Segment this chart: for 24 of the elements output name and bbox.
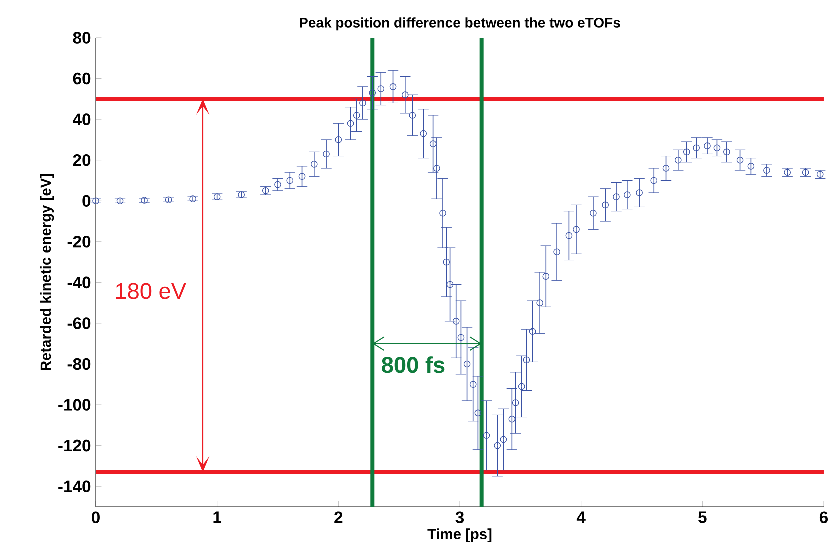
x-axis-title: Time [ps] (428, 528, 492, 542)
y-tick-label: 40 (73, 114, 91, 126)
y-tick-label: 20 (73, 154, 91, 166)
y-tick-label: -20 (68, 236, 91, 248)
x-tick-label: 6 (820, 512, 828, 524)
y-tick-label: -100 (58, 399, 91, 411)
annotation: 180 eV (116, 283, 186, 300)
x-tick-label: 1 (214, 512, 222, 524)
x-tick-label: 0 (92, 512, 100, 524)
y-tick-label: -80 (68, 358, 91, 370)
y-axis-title: Retarded kinetic energy [eV] (40, 174, 54, 371)
y-tick-label: -60 (68, 318, 91, 330)
y-tick-label: -140 (58, 480, 91, 492)
y-tick-label: -40 (68, 276, 91, 289)
y-tick-label: -120 (58, 440, 91, 452)
chart-title: Peak position difference between the two eTOFs (300, 18, 620, 31)
y-tick-label: 60 (73, 72, 91, 85)
x-tick-label: 4 (576, 512, 586, 524)
x-tick-label: 2 (334, 512, 343, 524)
x-tick-label: 5 (698, 512, 707, 524)
x-tick-label: 3 (456, 512, 464, 524)
y-tick-label: 80 (73, 32, 91, 44)
annotation: 800 fs (382, 356, 445, 374)
y-tick-label: 0 (82, 195, 91, 208)
